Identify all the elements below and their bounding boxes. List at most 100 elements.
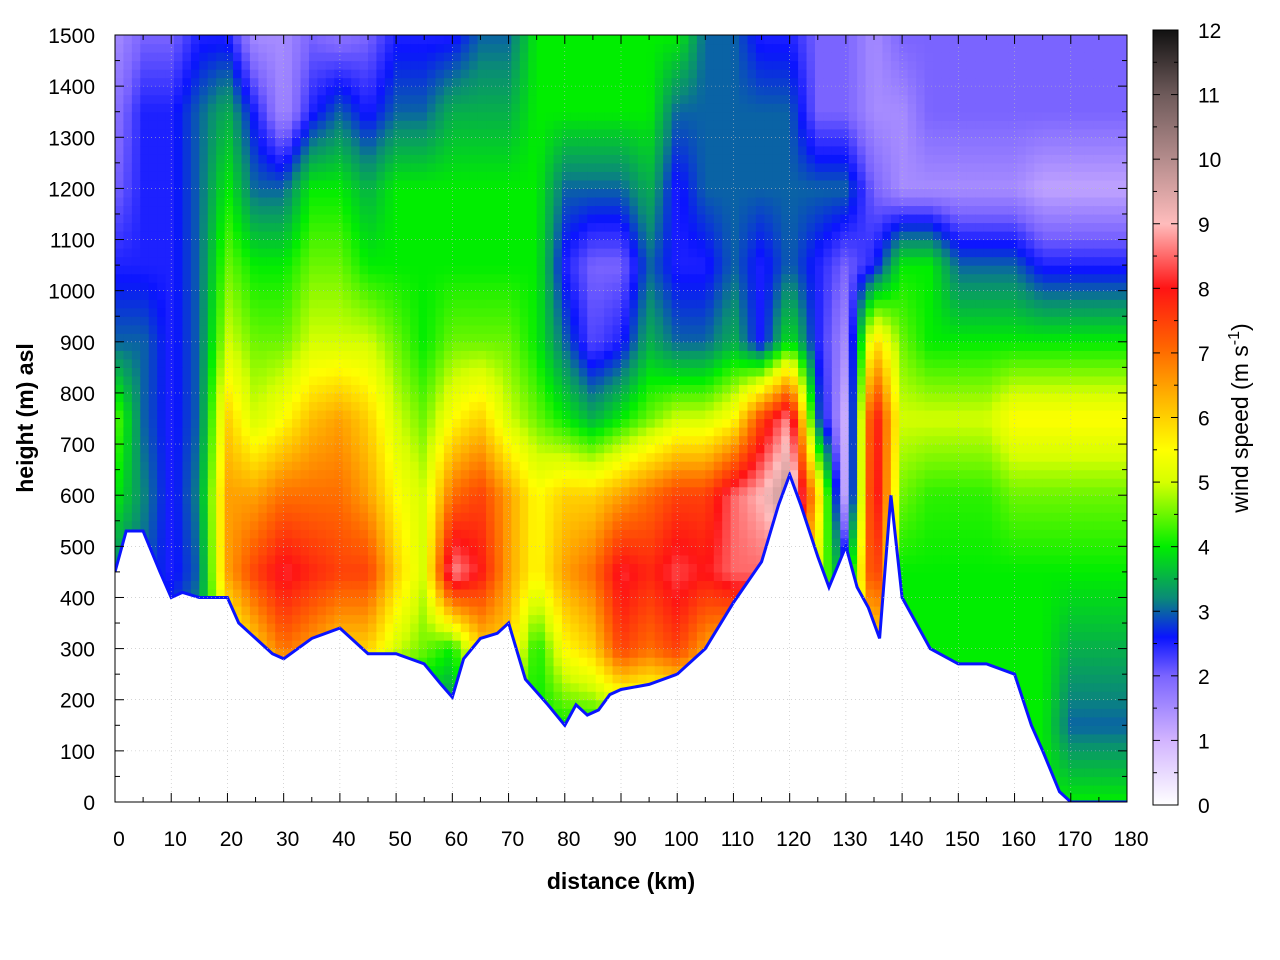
heatmap-cell [502, 341, 512, 351]
heatmap-cell [131, 384, 141, 394]
heatmap-cell [216, 231, 226, 241]
heatmap-cell [460, 631, 470, 641]
heatmap-cell [427, 137, 437, 147]
heatmap-cell [452, 452, 462, 462]
heatmap-cell [570, 120, 580, 130]
heatmap-cell [570, 495, 580, 505]
heatmap-cell [570, 231, 580, 241]
heatmap-cell [570, 290, 580, 300]
heatmap-cell [216, 265, 226, 275]
heatmap-cell [292, 205, 302, 215]
heatmap-cell [292, 495, 302, 505]
heatmap-cell [418, 478, 428, 488]
heatmap-cell [536, 512, 546, 522]
heatmap-cell [460, 196, 470, 207]
heatmap-cell [174, 486, 184, 496]
heatmap-cell [241, 520, 251, 530]
heatmap-cell [452, 503, 462, 513]
heatmap-cell [283, 213, 293, 224]
heatmap-cell [528, 333, 538, 343]
heatmap-cell [578, 597, 588, 607]
heatmap-cell [317, 409, 327, 420]
heatmap-cell [140, 375, 150, 386]
heatmap-cell [502, 171, 512, 181]
heatmap-cell [494, 179, 504, 189]
heatmap-cell [469, 401, 479, 411]
heatmap-cell [224, 341, 234, 351]
heatmap-cell [165, 154, 175, 164]
heatmap-cell [283, 384, 293, 394]
heatmap-cell [157, 554, 167, 564]
heatmap-cell [115, 188, 125, 198]
heatmap-cell [401, 631, 411, 641]
heatmap-cell [384, 546, 394, 556]
heatmap-cell [334, 520, 344, 530]
heatmap-cell [494, 222, 504, 232]
heatmap-cell [435, 77, 445, 87]
heatmap-cell [528, 614, 538, 624]
heatmap-cell [368, 282, 378, 292]
heatmap-cell [443, 282, 453, 292]
heatmap-cell [368, 444, 378, 454]
heatmap-cell [224, 409, 234, 420]
heatmap-cell [570, 367, 580, 377]
heatmap-cell [502, 588, 512, 599]
heatmap-cell [300, 324, 310, 334]
heatmap-cell [460, 512, 470, 522]
heatmap-cell [123, 418, 133, 428]
heatmap-cell [545, 367, 555, 377]
heatmap-cell [393, 94, 403, 104]
heatmap-cell [418, 563, 428, 573]
heatmap-cell [233, 324, 243, 334]
heatmap-cell [511, 631, 521, 641]
heatmap-cell [292, 307, 302, 317]
heatmap-cell [561, 52, 571, 62]
heatmap-cell [300, 213, 310, 224]
heatmap-cell [342, 435, 352, 445]
heatmap-cell [123, 435, 133, 445]
heatmap-cell [460, 563, 470, 573]
heatmap-cell [528, 427, 538, 437]
heatmap-cell [494, 469, 504, 479]
heatmap-cell [460, 307, 470, 317]
heatmap-cell [182, 375, 192, 386]
heatmap-cell [578, 512, 588, 522]
heatmap-cell [519, 409, 529, 420]
heatmap-cell [384, 367, 394, 377]
heatmap-cell [511, 162, 521, 172]
heatmap-cell [157, 69, 167, 79]
heatmap-cell [410, 614, 420, 624]
heatmap-cell [174, 307, 184, 317]
heatmap-cell [528, 316, 538, 326]
heatmap-cell [528, 495, 538, 505]
heatmap-cell [249, 546, 259, 556]
heatmap-cell [545, 503, 555, 513]
heatmap-cell [351, 341, 361, 351]
heatmap-cell [384, 469, 394, 479]
heatmap-cell [511, 273, 521, 283]
heatmap-cell [123, 461, 133, 471]
heatmap-cell [275, 444, 285, 454]
heatmap-cell [384, 145, 394, 155]
heatmap-cell [401, 188, 411, 198]
heatmap-cell [325, 529, 335, 539]
heatmap-cell [283, 563, 293, 573]
heatmap-cell [401, 401, 411, 411]
heatmap-cell [443, 435, 453, 445]
heatmap-cell [570, 273, 580, 283]
heatmap-cell [427, 43, 437, 53]
heatmap-cell [401, 571, 411, 582]
heatmap-cell [536, 341, 546, 351]
heatmap-cell [570, 154, 580, 164]
heatmap-cell [553, 171, 563, 181]
heatmap-cell [519, 358, 529, 368]
heatmap-cell [460, 282, 470, 292]
heatmap-cell [308, 580, 318, 590]
heatmap-cell [266, 512, 276, 522]
heatmap-cell [502, 154, 512, 164]
heatmap-cell [443, 307, 453, 317]
heatmap-cell [393, 554, 403, 564]
heatmap-cell [519, 128, 529, 138]
heatmap-cell [207, 290, 217, 300]
heatmap-cell [308, 231, 318, 241]
